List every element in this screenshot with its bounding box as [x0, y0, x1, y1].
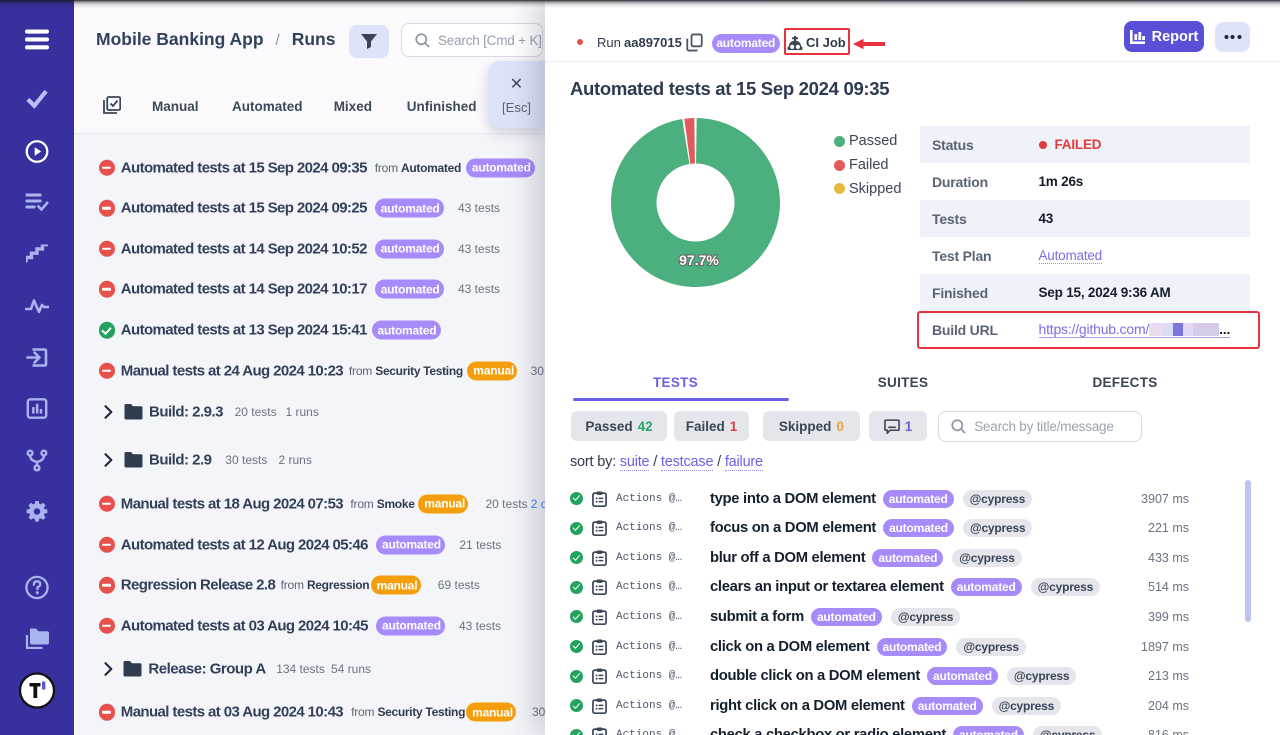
svg-text:97.7%: 97.7% — [679, 252, 719, 268]
